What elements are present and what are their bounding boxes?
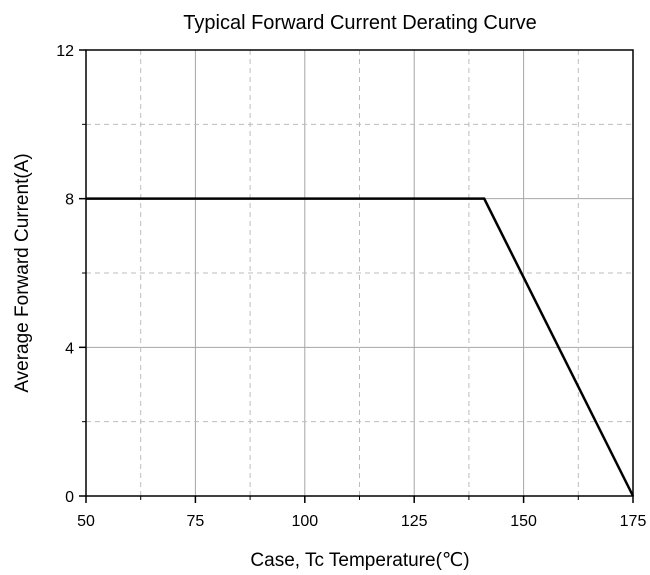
y-tick-label: 8 bbox=[65, 192, 74, 209]
series-layer bbox=[86, 197, 635, 497]
y-tick-label: 12 bbox=[56, 43, 74, 60]
grid bbox=[86, 50, 633, 496]
y-axis-label: Average Forward Current(A) bbox=[12, 153, 33, 392]
x-tick-label: 150 bbox=[510, 513, 537, 530]
x-tick-label: 50 bbox=[77, 513, 95, 530]
x-tick-label: 175 bbox=[620, 513, 647, 530]
axis-ticks: 50 75 100 125 150 175 0 4 8 12 bbox=[56, 43, 646, 530]
x-axis-label: Case, Tc Temperature(℃) bbox=[250, 550, 469, 571]
x-tick-label: 100 bbox=[291, 513, 318, 530]
x-tick-label: 75 bbox=[187, 513, 205, 530]
x-tick-label: 125 bbox=[401, 513, 428, 530]
y-tick-label: 4 bbox=[65, 340, 74, 357]
y-tick-label: 0 bbox=[65, 489, 74, 506]
series-line bbox=[86, 197, 635, 497]
chart-title: Typical Forward Current Derating Curve bbox=[183, 12, 536, 34]
